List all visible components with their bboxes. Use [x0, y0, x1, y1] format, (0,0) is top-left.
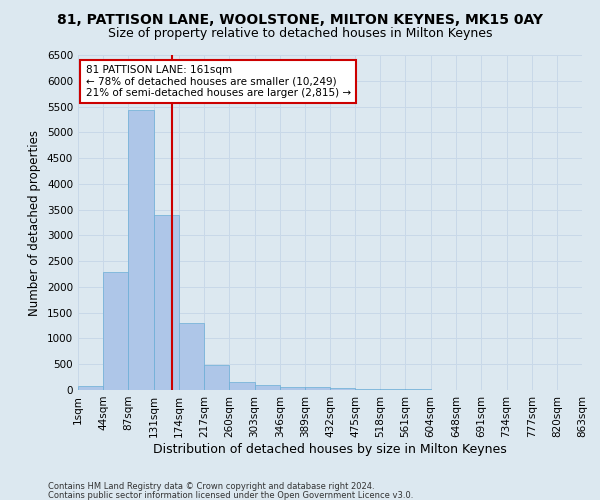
- Bar: [254, 386, 280, 390]
- Bar: [330, 388, 355, 390]
- X-axis label: Distribution of detached houses by size in Milton Keynes: Distribution of detached houses by size …: [153, 442, 507, 456]
- Text: Contains public sector information licensed under the Open Government Licence v3: Contains public sector information licen…: [48, 490, 413, 500]
- Bar: [179, 323, 204, 390]
- Bar: [154, 216, 179, 390]
- Bar: [380, 389, 406, 390]
- Bar: [78, 386, 103, 390]
- Bar: [280, 386, 305, 390]
- Text: 81 PATTISON LANE: 161sqm
← 78% of detached houses are smaller (10,249)
21% of se: 81 PATTISON LANE: 161sqm ← 78% of detach…: [86, 65, 350, 98]
- Text: Contains HM Land Registry data © Crown copyright and database right 2024.: Contains HM Land Registry data © Crown c…: [48, 482, 374, 491]
- Bar: [229, 382, 254, 390]
- Bar: [128, 110, 154, 390]
- Y-axis label: Number of detached properties: Number of detached properties: [28, 130, 41, 316]
- Text: Size of property relative to detached houses in Milton Keynes: Size of property relative to detached ho…: [108, 28, 492, 40]
- Text: 81, PATTISON LANE, WOOLSTONE, MILTON KEYNES, MK15 0AY: 81, PATTISON LANE, WOOLSTONE, MILTON KEY…: [57, 12, 543, 26]
- Bar: [305, 388, 330, 390]
- Bar: [103, 272, 128, 390]
- Bar: [355, 389, 380, 390]
- Bar: [204, 366, 229, 390]
